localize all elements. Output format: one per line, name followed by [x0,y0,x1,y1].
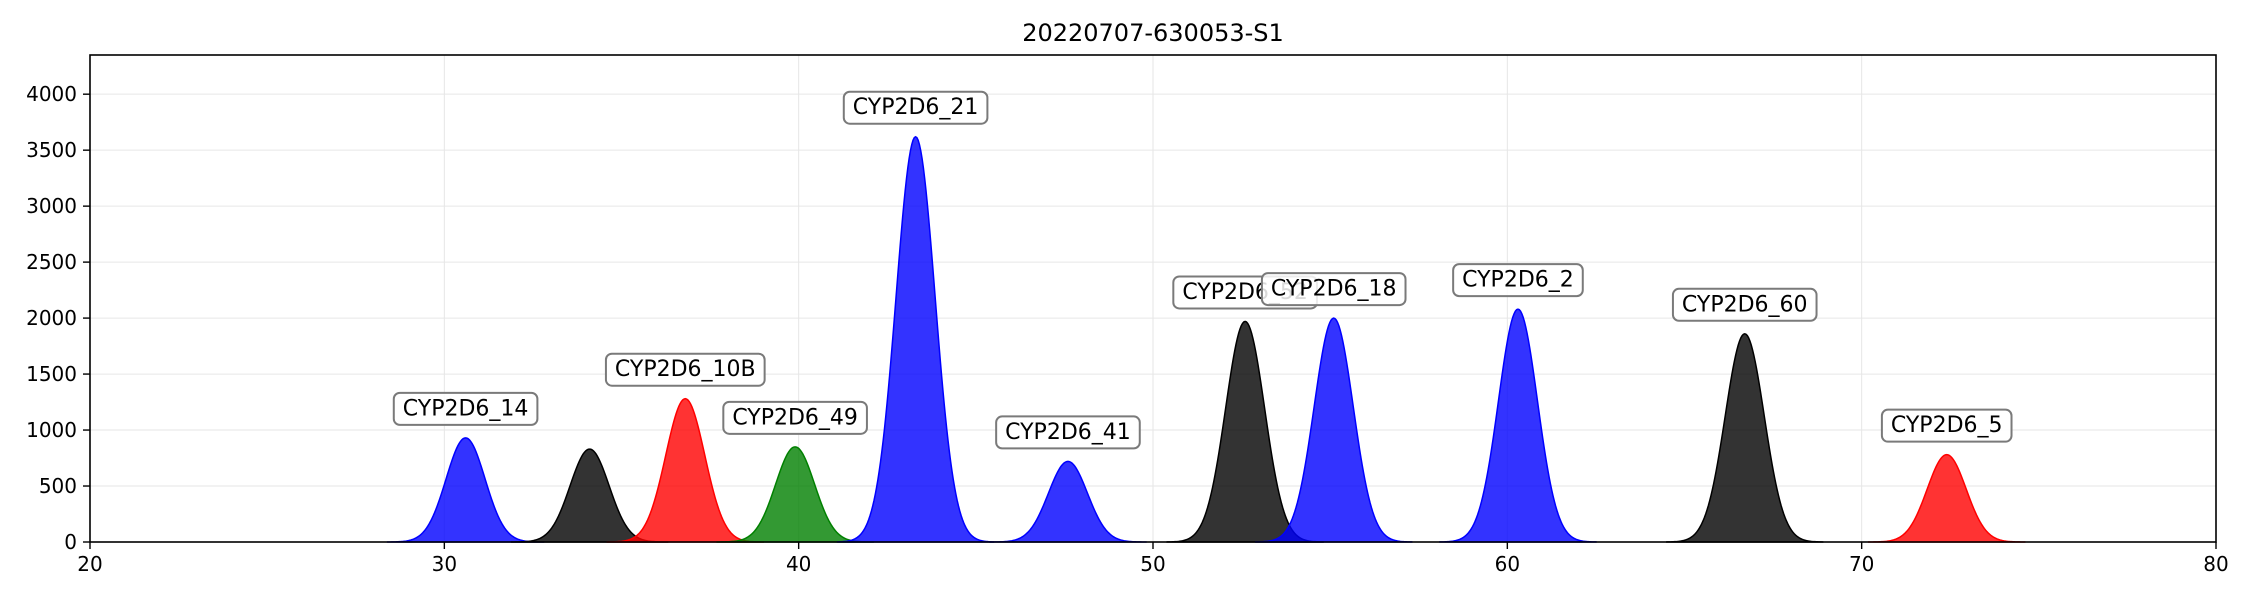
y-tick-label: 0 [64,530,77,554]
peak-label-text: CYP2D6_14 [403,396,529,421]
grid [89,55,2217,543]
y-tick-label: 3000 [26,194,77,218]
x-tick-label: 30 [432,552,457,576]
peak-label: CYP2D6_2 [1452,263,1584,298]
peak-labels: CYP2D6_14 CYP2D6_10B CYP2D6_49 CYP2D6_21 CYP… [392,90,2013,450]
x-tick-label: 50 [1140,552,1165,576]
peak-label: CYP2D6_21 [842,90,989,125]
peak-label: CYP2D6_60 [1671,287,1818,322]
peak-label: CYP2D6_41 [995,415,1141,450]
peak-label: CYP2D6_14 [392,391,539,426]
peak-label: CYP2D6_18 [1260,272,1407,307]
peak-label: CYP2D6_5 [1880,408,2013,443]
x-tick-label: 70 [1849,552,1874,576]
peak-label-text: CYP2D6_41 [1005,420,1131,445]
y-tick-label: 3500 [26,138,77,162]
y-tick-label: 2000 [26,306,77,330]
peak-label-text: CYP2D6_5 [1891,413,2003,438]
peak-label: CYP2D6_49 [722,400,868,435]
peak-CYP2D6_18 [1255,317,1413,543]
axes: 20 30 40 50 60 70 80 0 500 1000 1500 2000 2500 3000 35… [26,82,2229,576]
peak-label-text: CYP2D6_21 [853,95,979,120]
y-tick-label: 2500 [26,250,77,274]
peak-CYP2D6_49 [716,446,874,543]
chart-title: 20220707-630053-S1 [1022,19,1284,47]
peaks [386,135,2026,543]
peak-label-text: CYP2D6_18 [1271,277,1397,302]
peak-CYP2D6_41 [989,460,1147,543]
peak-CYP2D6_5 [1868,453,2026,543]
x-tick-label: 20 [77,552,102,576]
peak-label-text: CYP2D6_49 [732,405,858,430]
peak-label-text: CYP2D6_10B [615,357,756,382]
y-tick-label: 1000 [26,418,77,442]
peak-CYP2D6_2 [1439,308,1597,543]
peak-CYP2D6_14 [386,437,545,543]
peak-CYP2D6_60 [1666,332,1824,543]
peak-label-text: CYP2D6_2 [1462,268,1574,293]
peak-label-text: CYP2D6_60 [1682,292,1808,317]
x-tick-label: 40 [786,552,811,576]
x-tick-label: 60 [1495,552,1520,576]
y-tick-label: 4000 [26,82,77,106]
x-tick-label: 80 [2203,552,2228,576]
peak-label: CYP2D6_10B [604,352,766,387]
y-tick-label: 500 [39,474,77,498]
y-tick-label: 1500 [26,362,77,386]
peak-CYP2D6_21 [836,135,995,543]
